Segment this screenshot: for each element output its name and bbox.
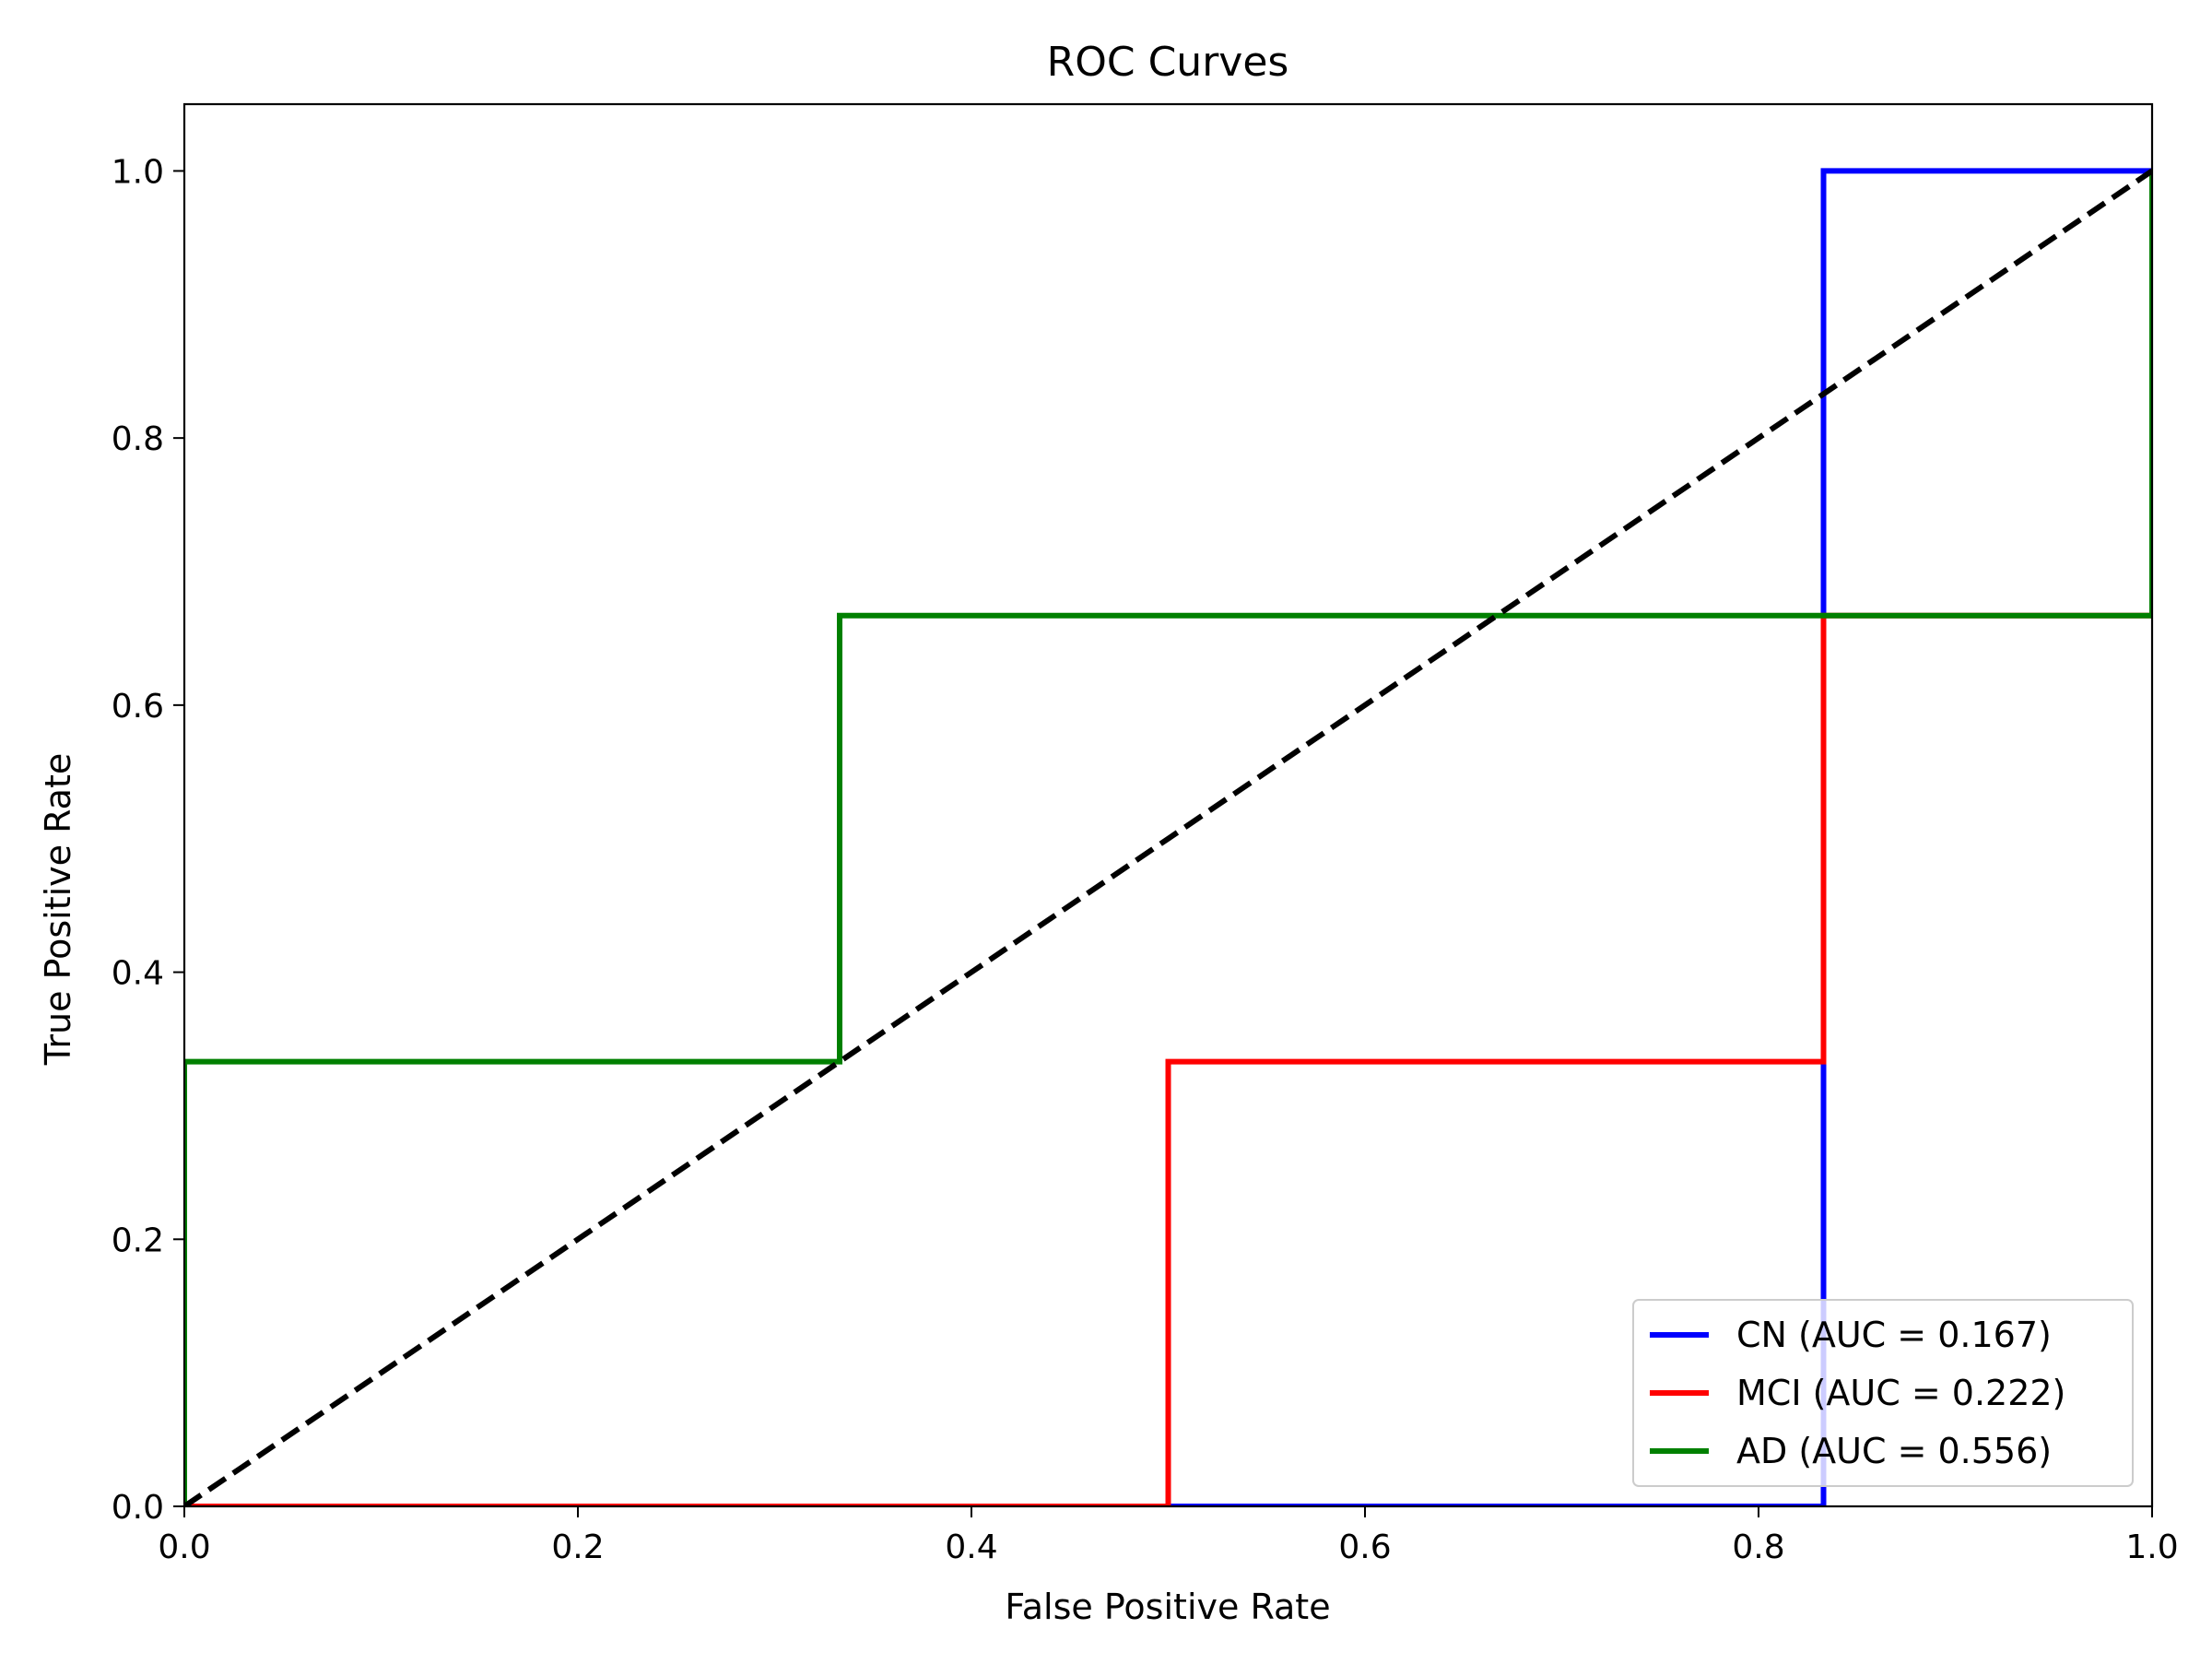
- legend-box: [1632, 1299, 2134, 1487]
- series-lines: [184, 168, 2152, 1506]
- x-tick-label: 0.6: [1338, 1528, 1391, 1566]
- x-tick-label: 0.2: [551, 1528, 604, 1566]
- x-tick-label: 0.8: [1732, 1528, 1784, 1566]
- chart-title: ROC Curves: [1047, 39, 1289, 86]
- x-tick-label: 0.4: [945, 1528, 997, 1566]
- plot-area: 0.0 0.2 0.4 0.6 0.8 1.0 0.0 0.2 0.4 0.6 0.8 1.0 CN (…: [112, 102, 2179, 1566]
- legend-label-ad: AD (AUC = 0.556): [1736, 1431, 2052, 1471]
- axes-frame: [182, 102, 2154, 1508]
- y-tick-label: 1.0: [112, 153, 164, 191]
- x-tick-label: 0.0: [158, 1528, 210, 1566]
- legend-entry-mci: MCI (AUC = 0.222): [1650, 1373, 2065, 1413]
- y-tick-label: 0.0: [112, 1489, 164, 1527]
- legend-entry-cn: CN (AUC = 0.167): [1650, 1315, 2052, 1355]
- y-tick-label: 0.4: [112, 955, 164, 993]
- chance-reference-line: [184, 168, 2152, 1506]
- y-tick-label: 0.6: [112, 688, 164, 726]
- legend: CN (AUC = 0.167) MCI (AUC = 0.222) AD (AUC…: [1632, 1299, 2134, 1487]
- y-axis-label: True Positive Rate: [38, 753, 78, 1067]
- legend-label-cn: CN (AUC = 0.167): [1736, 1315, 2052, 1355]
- series-line-ad: [184, 171, 2152, 1506]
- legend-entry-ad: AD (AUC = 0.556): [1650, 1431, 2052, 1471]
- x-tick-label: 1.0: [2125, 1528, 2178, 1566]
- y-tick-label: 0.8: [112, 420, 164, 458]
- x-axis-label: False Positive Rate: [1005, 1587, 1330, 1627]
- y-tick-label: 0.2: [112, 1221, 164, 1259]
- legend-label-mci: MCI (AUC = 0.222): [1736, 1373, 2065, 1413]
